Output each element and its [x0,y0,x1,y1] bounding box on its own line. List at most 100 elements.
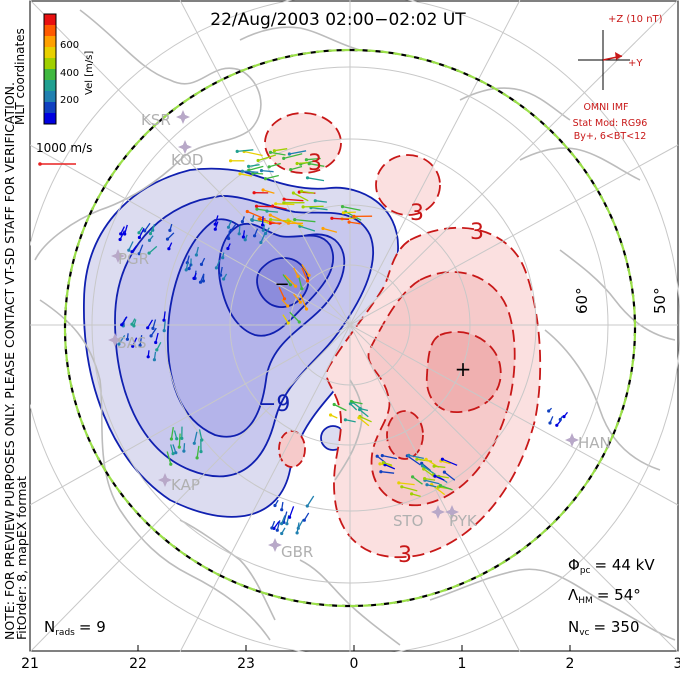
velocity-vector [315,200,327,203]
nrads-label: Nrads = 9 [44,618,106,638]
velocity-vector [293,267,299,277]
velocity-vector-origin [259,169,264,173]
station-label: KAP [171,476,200,494]
velocity-vector-origin [280,531,284,536]
velocity-vector [426,484,437,488]
velocity-vector-origin [440,457,444,461]
velocity-vector-origin [562,415,566,419]
mlt-tick-label: 0 [350,656,359,672]
velocity-vector [333,403,347,412]
velocity-vector-origin [165,237,170,241]
velocity-vector [442,458,458,466]
velocity-vector-origin [240,169,244,173]
radar-stations: KSR KOD PGR SAS KAP GBR STO PYK HAN [108,110,611,561]
velocity-vector-origin [219,273,223,277]
velocity-vector-origin [227,236,231,241]
velocity-vector [138,227,145,238]
velocity-vector-origin [400,485,404,489]
station-marker [108,333,122,347]
velocity-vector-origin [174,451,178,455]
preview-notice: NOTE: FOR PREVIEW PURPOSES ONLY. PLEASE … [2,82,17,640]
velocity-vector-origin [146,326,150,330]
velocity-vector-origin [162,329,166,333]
velocity-vector-origin [274,202,278,206]
velocity-vector-origin [261,228,265,232]
velocity-vector [276,520,281,531]
velocity-vector [128,241,134,251]
velocity-vector [262,189,275,194]
velocity-vector-origin [282,156,286,160]
velocity-vector [406,455,421,466]
velocity-vector-origin [221,256,225,260]
velocity-vector-origin [182,449,186,453]
velocity-vector [309,163,325,167]
velocity-vector-origin [152,358,156,362]
velocity-vector-origin [229,159,233,163]
positive-cell-inner-fill [425,330,502,413]
hm-boundary [63,48,637,608]
velocity-vector-origin [259,240,263,245]
velocity-vector-origin [348,402,352,406]
coord-label: MLT coordinates [13,28,27,125]
velocity-vector-origin [358,408,362,412]
station-marker [268,538,282,552]
velocity-vector-origin [304,158,308,162]
colorbar-tick-600: 600 [60,40,79,51]
velocity-vector [198,429,203,441]
velocity-vector [408,454,424,460]
velocity-vector-origin [293,218,297,222]
velocity-vector-origin [307,273,311,277]
velocity-vector-origin [275,528,279,532]
velocity-vector-origin [226,246,230,251]
velocity-vector [443,471,456,481]
velocity-vector-origin [378,462,382,466]
velocity-vector-origin [254,204,259,208]
velocity-vector-origin [282,201,286,205]
positive-cell-top-right [375,154,441,216]
velocity-vector-origin [237,232,241,236]
velocity-vector [282,314,289,324]
velocity-vector-origin [291,191,295,195]
velocity-vector-origin [305,176,310,180]
velocity-vector [257,154,276,162]
velocity-vector-origin [148,232,153,236]
velocity-vector [261,169,274,173]
velocity-vector-origin [184,268,188,272]
nvc-label: Nvc = 350 [568,618,639,638]
velocity-vector [283,153,303,160]
velocity-vector-origin [243,238,247,242]
velocity-vector-origin [548,421,552,425]
velocity-vector-origin [298,300,302,304]
velocity-vector-origin [117,342,121,346]
velocity-vector-origin [282,297,287,301]
velocity-vector-origin [255,207,259,211]
velocity-vector-origin [127,248,131,252]
velocity-vector-origin [194,253,198,257]
station-label: SAS [117,334,147,352]
velocity-vector-origin [235,149,239,153]
velocity-vector [252,172,264,175]
velocity-vector-origin [304,307,309,311]
velocity-vector-origin [271,204,275,208]
velocity-vector-origin [175,437,179,441]
model-line-1: Stat Mod: RG96 [573,118,648,129]
velocity-vector-origin [379,470,383,474]
colorbar-tick-200: 200 [60,95,79,106]
colorbar-segment [44,14,56,26]
velocity-vector-origin [297,320,301,324]
velocity-vector-origin [285,522,289,526]
scale-label: 1000 m/s [36,141,92,155]
velocity-vector [424,479,440,485]
velocity-vector-origin [272,149,276,153]
velocity-vector-origin [171,452,175,456]
velocity-vector-origin [270,526,274,530]
velocity-vector [306,157,321,161]
velocity-vector [434,465,446,469]
station-label: KOD [171,151,203,169]
velocity-vector-origin [192,441,196,445]
velocity-vector-origin [330,216,334,220]
velocity-vector-origin [214,266,218,270]
colorbar-segment [44,113,56,125]
velocity-vector-origin [169,437,173,441]
velocity-vector [306,495,315,507]
